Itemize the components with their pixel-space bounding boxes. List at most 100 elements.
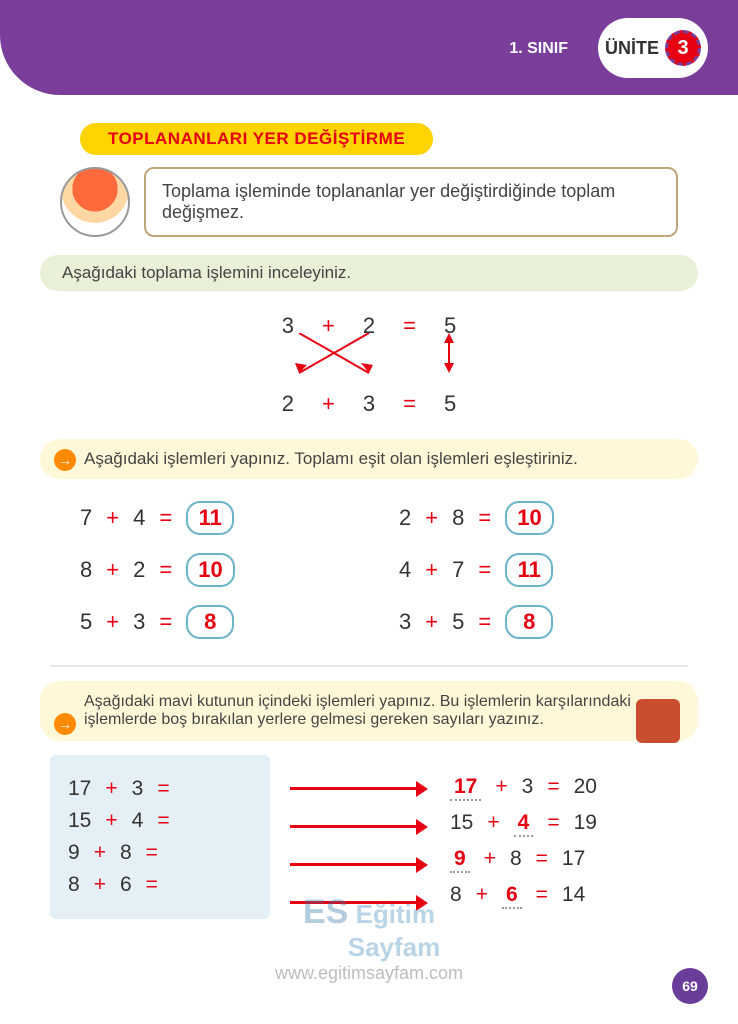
- plus-icon: +: [106, 609, 119, 635]
- page-number: 69: [672, 968, 708, 1004]
- problem-row: 5 +3 = 8: [80, 605, 339, 639]
- watermark-logo-icon: ES: [303, 893, 348, 931]
- watermark-brand-bottom: Sayfam: [348, 932, 441, 962]
- operand-b: 8: [510, 847, 522, 871]
- problems-grid: 7+4=112+8=108+2=104+7=115+3=83+5=8: [0, 491, 738, 659]
- problem-row: 3 +5 = 8: [399, 605, 658, 639]
- ex-b2: 3: [363, 391, 375, 417]
- plus-icon: +: [425, 505, 438, 531]
- problem-row: 4+7=11: [399, 553, 658, 587]
- bb-a: 9: [68, 841, 80, 865]
- problem-row: 8+2=10: [80, 553, 339, 587]
- bb-b: 6: [120, 873, 132, 897]
- result: 19: [574, 811, 597, 835]
- eq-icon: =: [403, 391, 416, 417]
- speech-bubble: Toplama işleminde toplananlar yer değişt…: [144, 167, 678, 237]
- plus-icon: +: [106, 557, 119, 583]
- answer-box: 8: [186, 605, 234, 639]
- right-row: 15 +4 = 19: [450, 811, 688, 837]
- unit-badge: ÜNİTE 3: [598, 18, 708, 78]
- operand-b: 7: [452, 557, 464, 583]
- plus-icon: +: [484, 847, 496, 871]
- ex-a2: 2: [282, 391, 294, 417]
- watermark: ES Eğitim Sayfam www.egitimsayfam.com: [275, 893, 463, 984]
- fill-blank: 9: [450, 847, 470, 873]
- bb-b: 3: [132, 777, 144, 801]
- eq-icon: =: [146, 841, 158, 865]
- eq-icon: =: [157, 809, 169, 833]
- plus-icon: +: [476, 883, 488, 907]
- plus-icon: +: [495, 775, 507, 799]
- answer-box: 11: [186, 501, 234, 535]
- answer-box: 10: [505, 501, 553, 535]
- unit-number: 3: [665, 30, 701, 66]
- watermark-brand-top: Eğitim: [356, 899, 435, 929]
- operand-a: 15: [450, 811, 473, 835]
- plus-icon: +: [425, 557, 438, 583]
- operand-a: 5: [80, 609, 92, 635]
- character-avatar-icon: [60, 167, 130, 237]
- eq-icon: =: [159, 609, 172, 635]
- result: 14: [562, 883, 585, 907]
- eq-icon: =: [536, 847, 548, 871]
- page-header: 1. SINIF ÜNİTE 3: [0, 0, 738, 95]
- bluebox-row: 17+3=: [68, 777, 252, 801]
- eq-icon: =: [536, 883, 548, 907]
- eq-icon: =: [478, 557, 491, 583]
- bb-a: 15: [68, 809, 91, 833]
- ex-r2: 5: [444, 391, 456, 417]
- eq-icon: =: [157, 777, 169, 801]
- abacus-icon: [636, 699, 680, 743]
- eq-icon: =: [547, 775, 559, 799]
- operand-a: 3: [399, 609, 411, 635]
- eq-icon: =: [159, 557, 172, 583]
- fill-blank: 17: [450, 775, 481, 801]
- task1-instruction: Aşağıdaki işlemleri yapınız. Toplamı eşi…: [40, 439, 698, 479]
- plus-icon: +: [94, 841, 106, 865]
- operand-a: 2: [399, 505, 411, 531]
- operand-b: 8: [452, 505, 464, 531]
- bluebox-row: 15+4=: [68, 809, 252, 833]
- operand-a: 8: [80, 557, 92, 583]
- bluebox-row: 9 +8 =: [68, 841, 252, 865]
- blue-box: 17+3=15+4=9+8=8+6=: [50, 755, 270, 919]
- right-row: 17+3=20: [450, 775, 688, 801]
- bb-b: 4: [132, 809, 144, 833]
- eq-icon: =: [478, 505, 491, 531]
- task2-instruction: Aşağıdaki mavi kutunun içindeki işlemler…: [40, 681, 698, 741]
- operand-b: 5: [452, 609, 464, 635]
- plus-icon: +: [322, 391, 335, 417]
- grade-label: 1. SINIF: [509, 40, 568, 58]
- plus-icon: +: [94, 873, 106, 897]
- right-row: 8+6=14: [450, 883, 688, 909]
- result: 20: [574, 775, 597, 799]
- answer-box: 8: [505, 605, 553, 639]
- problem-row: 7+4=11: [80, 501, 339, 535]
- operand-b: 3: [133, 609, 145, 635]
- plus-icon: +: [425, 609, 438, 635]
- arrow-icon: [290, 811, 430, 849]
- operand-b: 4: [133, 505, 145, 531]
- bb-a: 8: [68, 873, 80, 897]
- operand-a: 4: [399, 557, 411, 583]
- task2-text: Aşağıdaki mavi kutunun içindeki işlemler…: [84, 693, 631, 728]
- eq-icon: =: [547, 811, 559, 835]
- fill-blank: 4: [514, 811, 534, 837]
- intro-row: Toplama işleminde toplananlar yer değişt…: [0, 167, 738, 237]
- unit-label: ÜNİTE: [605, 38, 659, 59]
- bb-a: 17: [68, 777, 91, 801]
- arrow-icon: [290, 773, 430, 811]
- bb-b: 8: [120, 841, 132, 865]
- right-column: 17+3=2015+4=199+8=178+6=14: [450, 755, 688, 919]
- problem-row: 2 +8 = 10: [399, 501, 658, 535]
- eq-icon: =: [146, 873, 158, 897]
- example-instruction: Aşağıdaki toplama işlemini inceleyiniz.: [40, 255, 698, 291]
- operand-a: 7: [80, 505, 92, 531]
- plus-icon: +: [487, 811, 499, 835]
- divider: [50, 665, 688, 667]
- example-block: 3 + 2 = 5 2 + 3 = 5: [0, 301, 738, 425]
- eq-icon: =: [478, 609, 491, 635]
- swap-arrows-icon: [259, 333, 479, 377]
- arrow-icon: [290, 849, 430, 887]
- operand-b: 2: [133, 557, 145, 583]
